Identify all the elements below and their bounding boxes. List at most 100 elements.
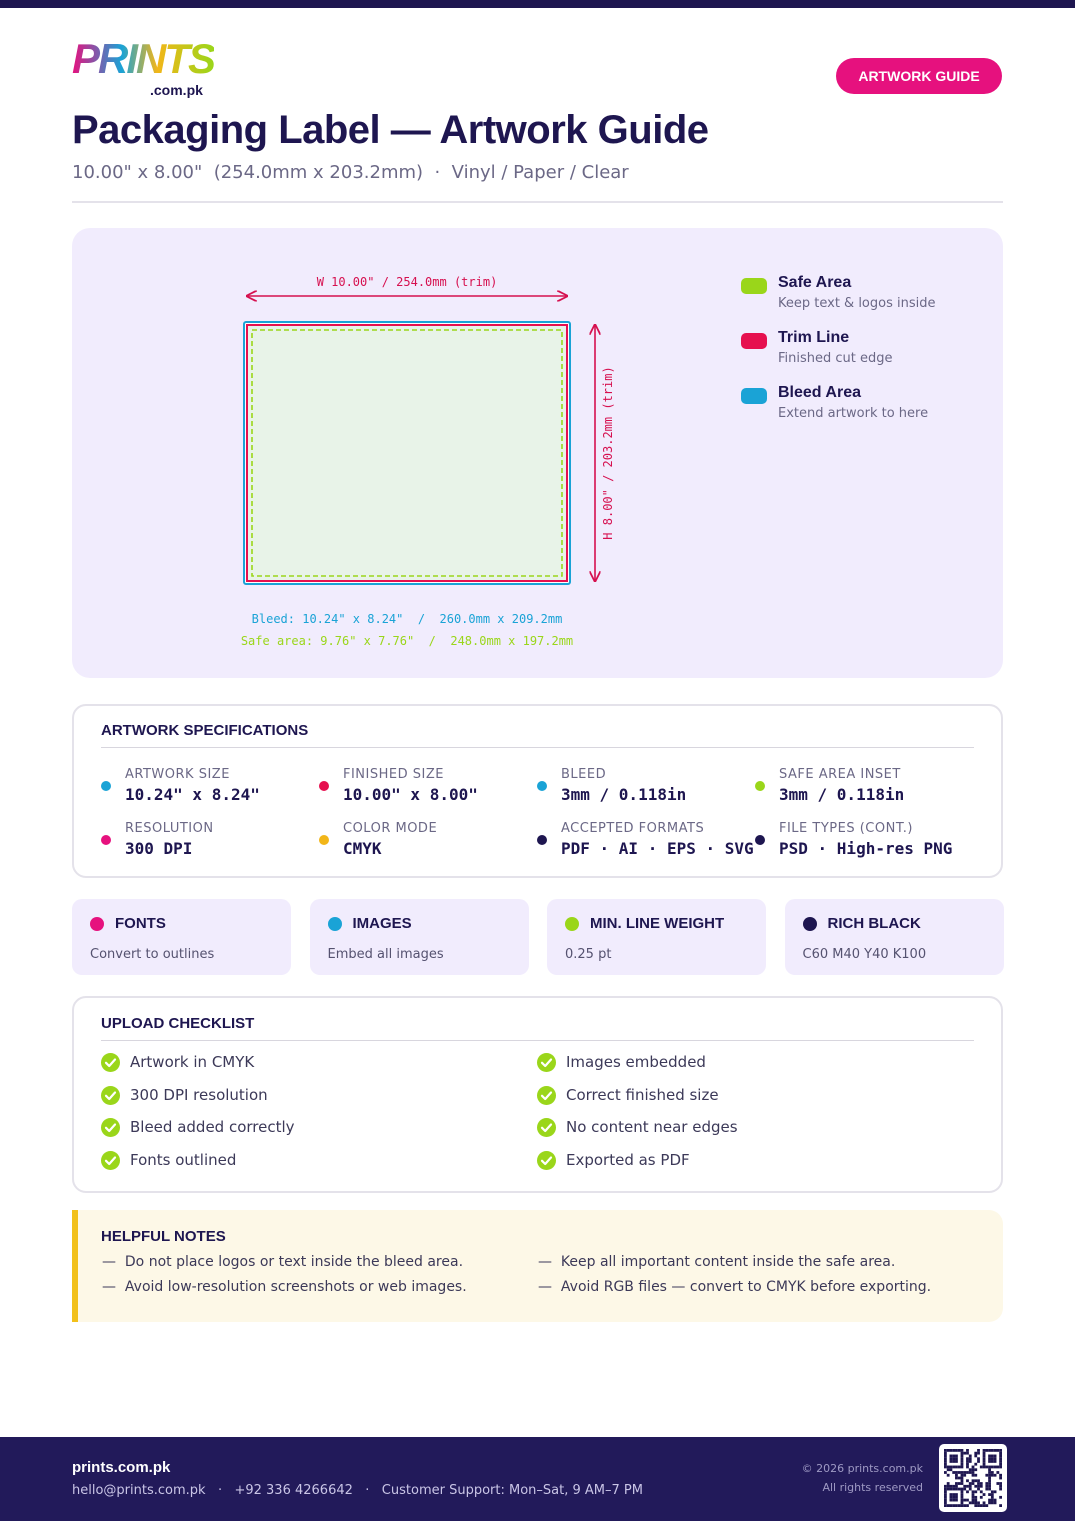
qr-module xyxy=(952,1504,956,1507)
qr-module xyxy=(993,1473,997,1477)
qr-module xyxy=(988,1501,991,1505)
qr-module xyxy=(977,1501,980,1505)
logo-subtext: .com.pk xyxy=(150,82,203,98)
qr-module xyxy=(982,1501,986,1505)
legend-swatch xyxy=(741,278,767,294)
qr-module xyxy=(979,1504,983,1507)
qr-module xyxy=(952,1471,956,1474)
qr-module xyxy=(960,1487,964,1491)
legend-title: Trim Line xyxy=(778,329,850,346)
qr-module xyxy=(968,1454,972,1458)
qr-module xyxy=(946,1449,950,1452)
spec-dot xyxy=(101,835,111,845)
spec-label: COLOR MODE xyxy=(343,821,438,836)
check-icon xyxy=(101,1085,120,1105)
qr-module xyxy=(971,1482,975,1485)
qr-module xyxy=(974,1479,978,1483)
check-text: No content near edges xyxy=(566,1118,738,1137)
qr-module xyxy=(968,1460,972,1463)
qr-module xyxy=(966,1465,969,1469)
qr-module xyxy=(979,1484,983,1488)
qr-module xyxy=(955,1493,958,1496)
qr-module xyxy=(949,1498,953,1502)
qr-module xyxy=(999,1457,1002,1461)
qr-module xyxy=(946,1482,950,1485)
qr-module xyxy=(971,1495,975,1499)
qr-module xyxy=(944,1498,947,1502)
qr-module xyxy=(949,1493,953,1496)
qr-module xyxy=(944,1487,947,1491)
legend-swatch xyxy=(741,388,767,404)
qr-module xyxy=(963,1504,967,1507)
qr-module xyxy=(960,1473,964,1477)
qr-module xyxy=(988,1457,991,1461)
qr-module xyxy=(960,1449,964,1452)
qr-module xyxy=(993,1449,997,1452)
qr-module xyxy=(990,1495,994,1499)
qr-module xyxy=(988,1468,991,1472)
qr-module xyxy=(949,1457,953,1461)
note-text: — Keep all important content inside the … xyxy=(538,1254,896,1270)
qr-module xyxy=(977,1451,980,1455)
qr-module xyxy=(952,1454,956,1458)
qr-module xyxy=(966,1490,969,1494)
qr-module xyxy=(999,1482,1002,1485)
qr-module xyxy=(968,1457,972,1461)
check-glyph xyxy=(101,1118,120,1138)
qr-module xyxy=(966,1498,969,1502)
qr-module xyxy=(988,1454,991,1458)
qr-module xyxy=(952,1498,956,1502)
card xyxy=(309,899,529,975)
qr-module xyxy=(963,1451,967,1455)
qr-module xyxy=(955,1484,958,1488)
qr-module xyxy=(968,1487,972,1491)
qr-module xyxy=(944,1451,947,1455)
divider xyxy=(72,201,1003,203)
qr-module xyxy=(993,1457,997,1461)
qr-module xyxy=(990,1457,994,1461)
footer-rights: All rights reserved xyxy=(822,1481,923,1494)
qr-module xyxy=(974,1484,978,1488)
qr-module xyxy=(944,1465,947,1469)
spec-dot xyxy=(755,835,765,845)
qr-module xyxy=(982,1454,986,1458)
qr-module xyxy=(977,1487,980,1491)
notes-title: HELPFUL NOTES xyxy=(101,1228,226,1245)
qr-module xyxy=(949,1468,953,1472)
qr-module xyxy=(979,1465,983,1469)
qr-module xyxy=(944,1493,947,1496)
card-title: IMAGES xyxy=(352,915,412,932)
qr-module xyxy=(966,1471,969,1474)
qr-module xyxy=(960,1451,964,1455)
qr-module xyxy=(963,1471,967,1474)
qr-module xyxy=(982,1504,986,1507)
qr-module xyxy=(977,1484,980,1488)
qr-module xyxy=(974,1451,978,1455)
qr-module xyxy=(990,1471,994,1474)
note-text: — Do not place logos or text inside the … xyxy=(102,1254,464,1270)
card-text: C60 M40 Y40 K100 xyxy=(802,947,927,962)
spec-value: 3mm / 0.118in xyxy=(779,785,905,804)
logo: PRINTS xyxy=(72,35,216,82)
qr-module xyxy=(960,1490,964,1494)
spec-label: ARTWORK SIZE xyxy=(125,767,230,782)
footer xyxy=(0,1437,1075,1521)
qr-module xyxy=(988,1465,991,1469)
qr-module xyxy=(960,1460,964,1463)
qr-module xyxy=(977,1482,980,1485)
checklist-rule xyxy=(101,1040,974,1041)
qr-module xyxy=(955,1460,958,1463)
qr-module xyxy=(977,1449,980,1452)
spec-label: ACCEPTED FORMATS xyxy=(561,821,705,836)
qr-module xyxy=(971,1501,975,1505)
qr-module xyxy=(999,1449,1002,1452)
qr-module xyxy=(957,1465,961,1469)
qr-module xyxy=(949,1495,953,1499)
qr-module xyxy=(957,1471,961,1474)
qr-module xyxy=(968,1501,972,1505)
qr-module xyxy=(957,1487,961,1491)
qr-module xyxy=(960,1501,964,1505)
qr-module xyxy=(963,1487,967,1491)
qr-module xyxy=(949,1449,953,1452)
legend-desc: Finished cut edge xyxy=(778,351,893,366)
